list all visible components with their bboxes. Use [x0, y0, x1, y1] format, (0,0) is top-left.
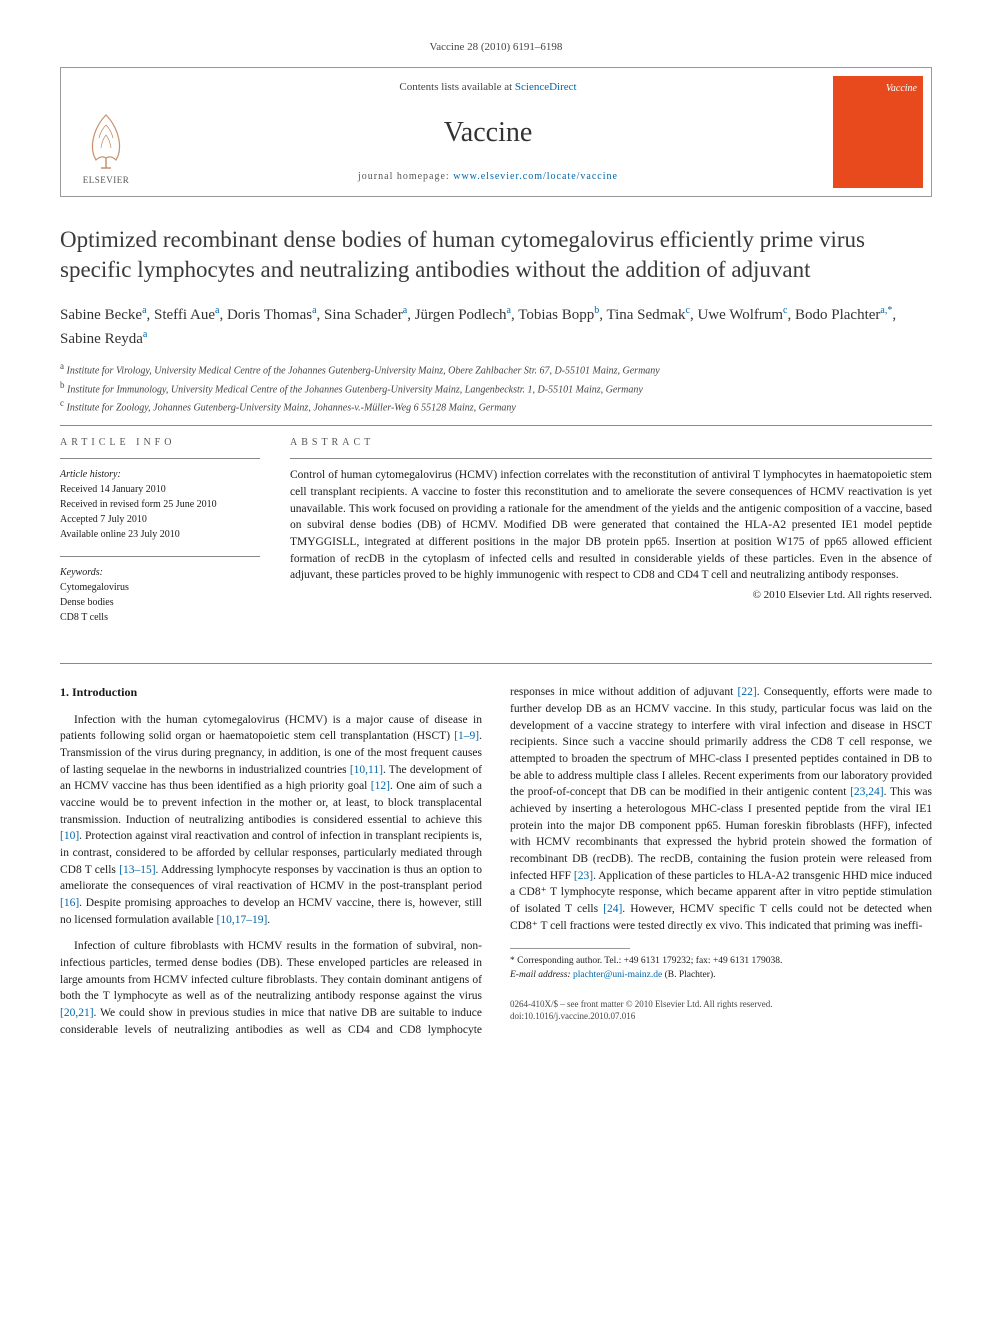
author-list: Sabine Beckea, Steffi Auea, Doris Thomas… — [60, 303, 932, 350]
section-heading: 1. Introduction — [60, 684, 482, 701]
contents-available-line: Contents lists available at ScienceDirec… — [161, 80, 815, 95]
journal-name: Vaccine — [161, 113, 815, 152]
footer-block: 0264-410X/$ – see front matter © 2010 El… — [510, 998, 932, 1023]
abstract-column: ABSTRACT Control of human cytomegaloviru… — [290, 436, 932, 639]
article-info-heading: ARTICLE INFO — [60, 436, 260, 450]
divider — [60, 663, 932, 664]
keywords-label: Keywords: — [60, 565, 260, 580]
history-label: Article history: — [60, 467, 260, 482]
keyword: Cytomegalovirus — [60, 580, 260, 595]
abstract-text: Control of human cytomegalovirus (HCMV) … — [290, 458, 932, 584]
citation-link[interactable]: [10,17–19] — [216, 914, 267, 926]
homepage-link[interactable]: www.elsevier.com/locate/vaccine — [453, 171, 618, 182]
citation-link[interactable]: [13–15] — [119, 864, 155, 876]
abstract-heading: ABSTRACT — [290, 436, 932, 450]
article-title: Optimized recombinant dense bodies of hu… — [60, 225, 932, 285]
citation-link[interactable]: [1–9] — [454, 730, 479, 742]
affiliation-b: b Institute for Immunology, University M… — [60, 379, 932, 397]
journal-reference: Vaccine 28 (2010) 6191–6198 — [60, 40, 932, 55]
keywords-block: Keywords: Cytomegalovirus Dense bodies C… — [60, 556, 260, 625]
citation-link[interactable]: [16] — [60, 897, 79, 909]
header-center: Contents lists available at ScienceDirec… — [151, 68, 825, 196]
date-revised: Received in revised form 25 June 2010 — [60, 497, 260, 512]
article-info-column: ARTICLE INFO Article history: Received 1… — [60, 436, 260, 639]
cover-title: Vaccine — [886, 82, 917, 96]
body-text: 1. Introduction Infection with the human… — [60, 684, 932, 1038]
affiliations: a Institute for Virology, University Med… — [60, 360, 932, 415]
keyword: CD8 T cells — [60, 610, 260, 625]
citation-link[interactable]: [10,11] — [350, 764, 383, 776]
journal-cover-thumbnail: Vaccine — [833, 76, 923, 188]
citation-link[interactable]: [22] — [738, 686, 757, 698]
citation-link[interactable]: [20,21] — [60, 1007, 94, 1019]
footnote-separator — [510, 948, 630, 949]
homepage-prefix: journal homepage: — [358, 171, 453, 182]
email-link[interactable]: plachter@uni-mainz.de — [573, 970, 662, 980]
keyword: Dense bodies — [60, 595, 260, 610]
date-online: Available online 23 July 2010 — [60, 527, 260, 542]
issn-copyright: 0264-410X/$ – see front matter © 2010 El… — [510, 998, 932, 1011]
journal-header: ELSEVIER Contents lists available at Sci… — [60, 67, 932, 197]
contents-prefix: Contents lists available at — [399, 81, 514, 93]
article-history: Article history: Received 14 January 201… — [60, 458, 260, 542]
footnotes: * Corresponding author. Tel.: +49 6131 1… — [510, 955, 932, 982]
citation-link[interactable]: [10] — [60, 830, 79, 842]
email-line: E-mail address: plachter@uni-mainz.de (B… — [510, 969, 932, 982]
homepage-line: journal homepage: www.elsevier.com/locat… — [161, 170, 815, 184]
affiliation-a: a Institute for Virology, University Med… — [60, 360, 932, 378]
date-received: Received 14 January 2010 — [60, 482, 260, 497]
citation-link[interactable]: [23,24] — [850, 786, 884, 798]
abstract-copyright: © 2010 Elsevier Ltd. All rights reserved… — [290, 588, 932, 603]
divider — [60, 425, 932, 426]
affiliation-c: c Institute for Zoology, Johannes Gutenb… — [60, 397, 932, 415]
elsevier-tree-icon — [81, 110, 131, 170]
citation-link[interactable]: [23] — [574, 870, 593, 882]
paragraph: Infection with the human cytomegalovirus… — [60, 712, 482, 929]
citation-link[interactable]: [12] — [371, 780, 390, 792]
doi: doi:10.1016/j.vaccine.2010.07.016 — [510, 1010, 932, 1023]
corresponding-author: * Corresponding author. Tel.: +49 6131 1… — [510, 955, 932, 968]
publisher-logo: ELSEVIER — [61, 68, 151, 196]
sciencedirect-link[interactable]: ScienceDirect — [515, 81, 577, 93]
citation-link[interactable]: [24] — [603, 903, 622, 915]
date-accepted: Accepted 7 July 2010 — [60, 512, 260, 527]
publisher-name: ELSEVIER — [83, 174, 130, 187]
